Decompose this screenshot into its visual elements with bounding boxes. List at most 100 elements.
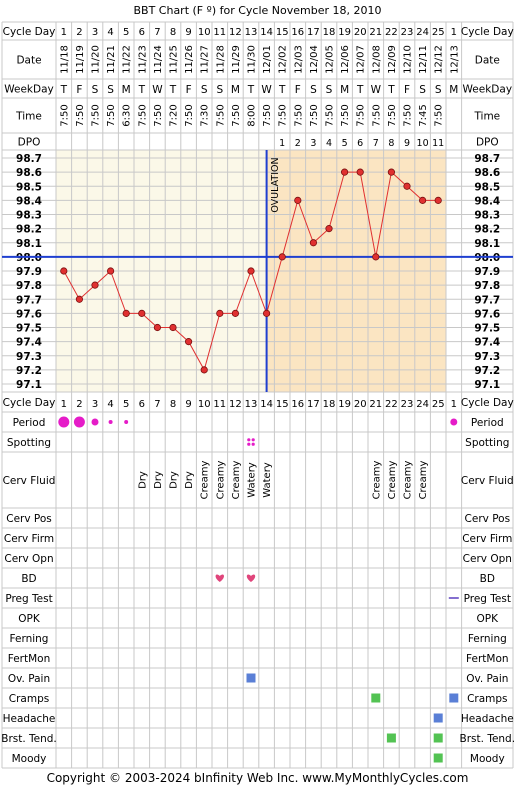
date-cell: 11/19 <box>75 45 86 74</box>
y-tick-label: 98.6 <box>16 167 42 179</box>
ovulation-label: OVULATION <box>270 157 281 212</box>
date-cell: 11/24 <box>153 45 164 74</box>
cycle-day-cell: 3 <box>92 399 98 410</box>
bd-heart <box>215 574 224 582</box>
temperature-point <box>153 323 161 332</box>
bd-label-right: BD <box>480 573 495 585</box>
period-marker <box>73 416 85 428</box>
y-tick-label: 97.4 <box>16 337 42 349</box>
dpo-cell: 4 <box>326 138 332 149</box>
y-tick-label: 97.1 <box>16 379 42 391</box>
weekday-cell: S <box>419 84 426 96</box>
y-tick-label-right: 97.6 <box>474 308 500 320</box>
cycle-day-cell: 18 <box>323 399 336 410</box>
cramps-marker <box>449 693 459 703</box>
bd-heart <box>246 574 256 582</box>
weekday-cell: F <box>404 84 410 96</box>
cerv-fluid-cell: Watery <box>262 462 273 498</box>
moody-label-left: Moody <box>12 753 47 765</box>
temperature-point <box>169 323 177 332</box>
time-cell: 7:50 <box>153 104 164 126</box>
cycle-day-cell: 1 <box>61 399 67 410</box>
temperature-point <box>434 196 442 204</box>
period-marker <box>91 418 99 426</box>
period-marker <box>450 418 458 426</box>
temperature-point <box>278 253 286 261</box>
cramps-marker <box>371 693 381 703</box>
temperature-point <box>418 196 427 204</box>
brst-tend-marker <box>433 733 443 743</box>
weekday-cell: T <box>138 84 146 96</box>
fertmon-label-right: FertMon <box>466 653 509 665</box>
cycle-day-cell: 8 <box>170 399 176 410</box>
time-cell: 6:30 <box>122 104 133 126</box>
cerv-fluid-label-left: Cerv Fluid <box>3 475 56 487</box>
ov-pain-label-right: Ov. Pain <box>466 673 508 685</box>
cerv-fluid-cell: Dry <box>184 471 195 489</box>
period-label-right: Period <box>471 417 504 429</box>
brst-tend-marker <box>386 733 396 743</box>
y-tick-label: 97.2 <box>16 365 42 377</box>
y-tick-label-right: 98.4 <box>474 195 500 207</box>
temperature-point <box>247 267 255 275</box>
cycle-day-cell: 9 <box>185 399 191 410</box>
cycle-day-cell: 18 <box>323 27 336 38</box>
y-tick-label: 98.4 <box>16 195 42 207</box>
date-cell: 12/11 <box>418 45 429 74</box>
spotting-marker <box>247 438 251 442</box>
cycle-day-cell: 16 <box>291 399 304 410</box>
ov-pain-marker <box>246 673 256 683</box>
ferning-label-right: Ferning <box>468 633 507 645</box>
ferning-label-left: Ferning <box>10 633 49 645</box>
weekday-cell: T <box>356 84 364 96</box>
time-cell: 7:50 <box>137 104 148 126</box>
cycle-day-cell: 20 <box>354 399 367 410</box>
weekday-cell: M <box>340 84 349 96</box>
y-tick-label-right: 97.5 <box>474 323 500 335</box>
temperature-point <box>294 196 302 204</box>
spotting-label-right: Spotting <box>465 437 509 449</box>
dpo-cell: 7 <box>373 138 379 149</box>
chart-title: BBT Chart (F º) for Cycle November 18, 2… <box>133 4 381 17</box>
y-tick-label: 97.8 <box>16 280 42 292</box>
time-cell: 7:50 <box>184 104 195 126</box>
date-label-right: Date <box>475 55 500 67</box>
date-cell: 12/02 <box>278 45 289 74</box>
date-cell: 12/12 <box>434 45 445 74</box>
y-tick-label: 98.2 <box>16 224 42 236</box>
dpo-cell: 6 <box>357 138 363 149</box>
temperature-point <box>325 225 333 233</box>
cycle-day-cell: 24 <box>416 27 429 38</box>
brst-tend-label-right: Brst. Tend. <box>460 733 515 745</box>
temperature-point <box>138 309 146 317</box>
cerv-fluid-label-right: Cerv Fluid <box>461 475 514 487</box>
date-cell: 12/13 <box>449 45 460 74</box>
headache-marker <box>433 713 443 723</box>
weekday-cell: F <box>186 84 192 96</box>
cycle-day-cell: 3 <box>92 27 98 38</box>
y-tick-label: 98.7 <box>16 153 42 165</box>
weekday-cell: S <box>310 84 317 96</box>
weekday-cell: S <box>435 84 442 96</box>
time-cell: 7:50 <box>434 104 445 126</box>
cerv-fluid-cell: Creamy <box>387 461 398 500</box>
cramps-label-right: Cramps <box>467 693 507 705</box>
cycle-day-cell: 8 <box>170 27 176 38</box>
time-cell: 7:50 <box>403 104 414 126</box>
weekday-cell: M <box>449 84 458 96</box>
cerv-fluid-cell: Watery <box>247 462 258 498</box>
cycle-day-cell: 14 <box>260 399 273 410</box>
cycle-day-cell: 22 <box>385 27 398 38</box>
cycle-day-cell: 13 <box>245 399 258 410</box>
cycle-day-label-right: Cycle Day <box>461 26 514 38</box>
spotting-marker <box>251 442 255 446</box>
time-cell: 7:50 <box>293 104 304 126</box>
cerv-fluid-cell: Dry <box>169 471 180 489</box>
cycle-day-cell: 24 <box>416 399 429 410</box>
dpo-cell: 2 <box>295 138 301 149</box>
weekday-label-left: WeekDay <box>4 84 54 96</box>
moody-marker <box>433 753 443 763</box>
time-cell: 8:00 <box>247 104 258 126</box>
date-cell: 12/01 <box>262 45 273 74</box>
